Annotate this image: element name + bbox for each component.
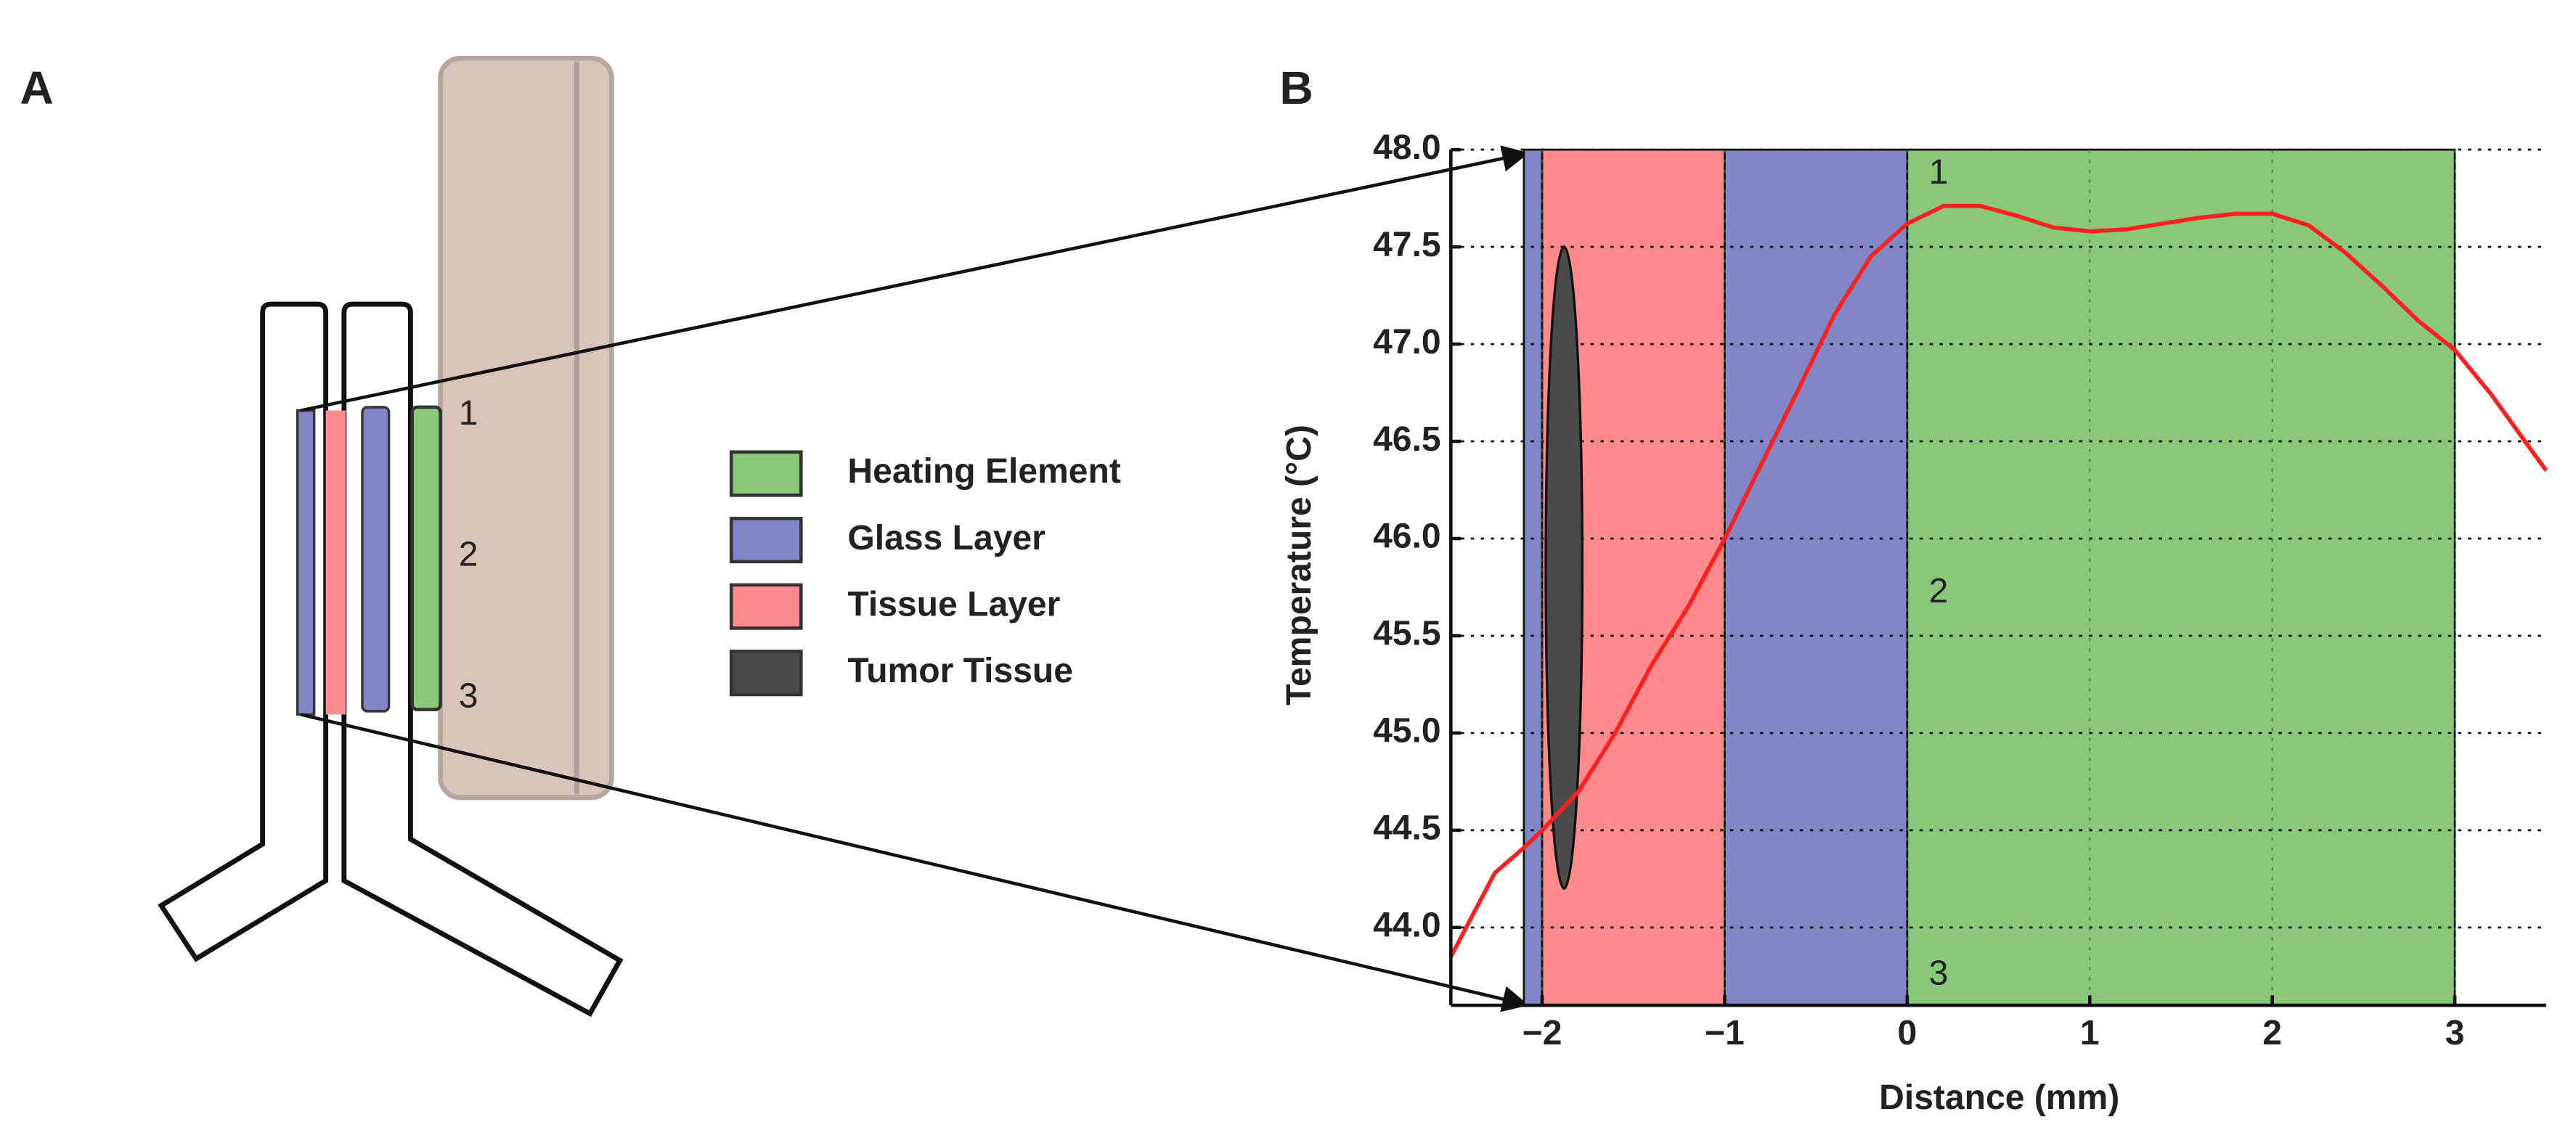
- legend-label: Heating Element: [847, 451, 1120, 491]
- zoom-arrow: [300, 145, 1530, 412]
- zoom-arrow: [300, 713, 1530, 1012]
- heating-element: [410, 405, 442, 711]
- marker: 2: [459, 535, 478, 574]
- glass-layer: [296, 409, 316, 716]
- legend-label: Tissue Layer: [847, 584, 1060, 623]
- region-marker: 3: [1929, 954, 1949, 993]
- x-tick-label: 3: [2445, 1013, 2465, 1052]
- y-tick-label: 45.0: [1373, 711, 1441, 750]
- x-axis-label: Distance (mm): [1879, 1078, 2119, 1117]
- legend: Heating Element Glass Layer Tissue Layer Tu…: [729, 450, 1121, 697]
- x-tick-label: 2: [2262, 1013, 2282, 1052]
- y-tick-label: 46.0: [1373, 517, 1441, 556]
- layer-region: [1906, 148, 2456, 1007]
- x-tick-label: −1: [1705, 1013, 1745, 1052]
- y-tick-label: 48.0: [1373, 128, 1441, 167]
- y-axis-label: Temperature (°C): [1279, 425, 1318, 705]
- x-tick-label: 1: [2080, 1013, 2100, 1052]
- region-marker: 1: [1929, 152, 1949, 192]
- panel-a: A 1 2 3: [20, 55, 1530, 1018]
- chart: B Distance (mm) Temperature (°C) 1 2 3 44.0…: [1279, 62, 2548, 1117]
- tumor: [1544, 245, 1584, 890]
- legend-label: Tumor Tissue: [847, 651, 1073, 690]
- y-tick-label: 47.5: [1373, 225, 1441, 264]
- legend-swatch: [729, 450, 803, 497]
- y-tick-label: 44.0: [1373, 906, 1441, 945]
- legend-swatch: [729, 650, 803, 697]
- y-tick-label: 47.0: [1373, 322, 1441, 361]
- legend-label: Glass Layer: [847, 518, 1045, 557]
- panel-label: A: [20, 62, 53, 114]
- legend-swatch: [729, 517, 803, 564]
- glass-layer: [361, 406, 391, 713]
- x-tick-label: 0: [1897, 1013, 1917, 1052]
- region-marker: 2: [1929, 571, 1949, 610]
- panel-label: B: [1280, 62, 1313, 114]
- layer-region: [1724, 148, 1909, 1007]
- y-tick-label: 46.5: [1373, 420, 1441, 459]
- layer-region: [1523, 148, 1544, 1007]
- y-tick-label: 44.5: [1373, 809, 1441, 848]
- x-tick-label: −2: [1523, 1013, 1562, 1052]
- legend-swatch: [729, 583, 803, 630]
- temperature-line: [1448, 203, 2548, 958]
- marker: 1: [459, 393, 478, 433]
- marker: 3: [459, 676, 478, 715]
- tissue-layer: [325, 410, 346, 715]
- y-tick-label: 45.5: [1373, 614, 1441, 653]
